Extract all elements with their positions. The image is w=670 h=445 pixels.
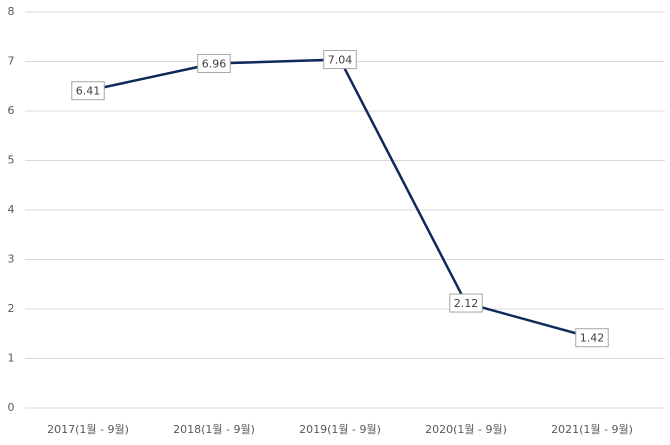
y-tick-label: 8 [8,5,15,18]
y-tick-label: 5 [8,154,15,167]
data-label: 6.96 [197,53,231,73]
data-label-box [197,53,231,73]
data-label: 1.42 [575,328,609,348]
data-label-box [575,328,609,348]
y-tick-label: 0 [8,401,15,414]
data-label-box [71,81,105,101]
data-label-text: 6.96 [202,57,227,70]
x-tick-label: 2018(1월 - 9월) [173,423,255,436]
x-tick-label: 2019(1월 - 9월) [299,423,381,436]
y-tick-label: 7 [8,55,15,68]
data-label-box [449,293,483,313]
data-label-box [323,50,357,70]
data-label: 7.04 [323,50,357,70]
data-label-text: 7.04 [328,54,353,67]
x-tick-label: 2017(1월 - 9월) [47,423,129,436]
x-tick-label: 2021(1월 - 9월) [551,423,633,436]
y-tick-label: 1 [8,352,15,365]
data-label-text: 2.12 [454,297,479,310]
data-label-text: 6.41 [76,85,101,98]
x-tick-label: 2020(1월 - 9월) [425,423,507,436]
data-label: 6.41 [71,81,105,101]
line [87,58,593,339]
data-label: 2.12 [449,293,483,313]
y-tick-label: 2 [8,302,15,315]
data-label-text: 1.42 [580,332,605,345]
y-tick-label: 4 [8,203,15,216]
y-tick-label: 6 [8,104,15,117]
y-tick-label: 3 [8,253,15,266]
